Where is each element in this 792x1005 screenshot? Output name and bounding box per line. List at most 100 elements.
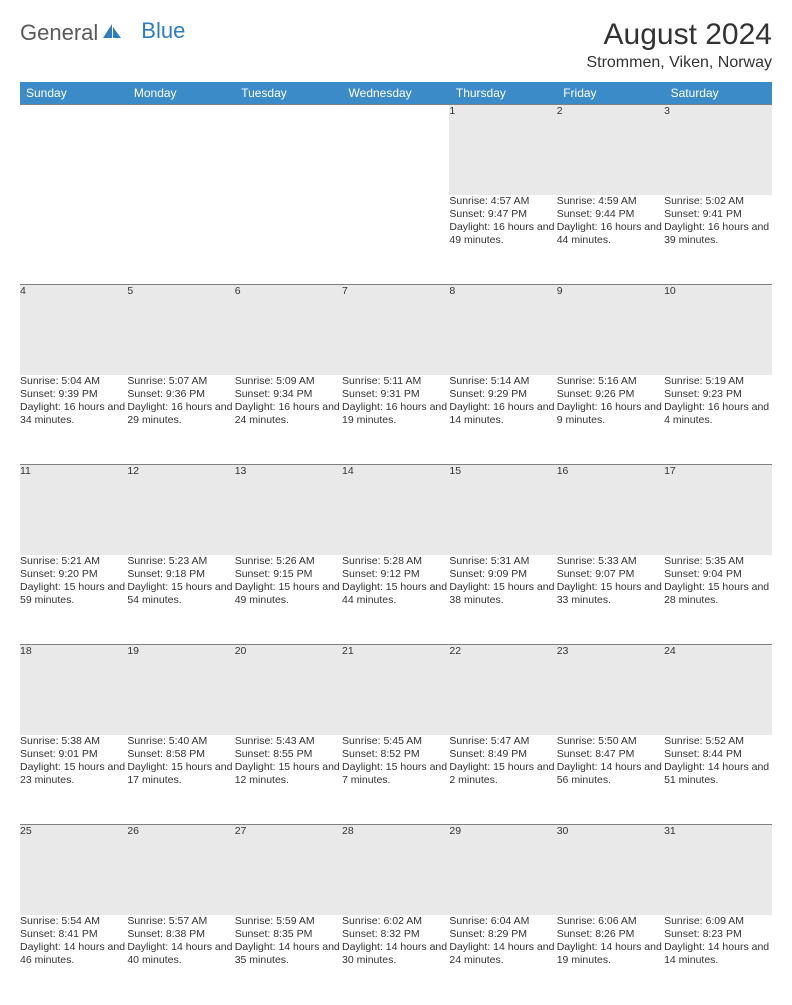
- day-number: 22: [449, 645, 556, 735]
- sunrise-line: Sunrise: 6:02 AM: [342, 915, 449, 928]
- day-number-row: 25262728293031: [20, 825, 772, 915]
- sunset-line: Sunset: 8:47 PM: [557, 748, 664, 761]
- daylight-line: Daylight: 16 hours and 29 minutes.: [127, 401, 234, 427]
- day-number: 26: [127, 825, 234, 915]
- daylight-line: Daylight: 15 hours and 28 minutes.: [664, 581, 771, 607]
- day-number: [20, 105, 127, 195]
- sunset-line: Sunset: 9:47 PM: [449, 208, 556, 221]
- day-cell: Sunrise: 5:54 AMSunset: 8:41 PMDaylight:…: [20, 915, 127, 1005]
- day-cell: Sunrise: 5:33 AMSunset: 9:07 PMDaylight:…: [557, 555, 664, 645]
- sunset-line: Sunset: 9:39 PM: [20, 388, 127, 401]
- day-cell: Sunrise: 5:43 AMSunset: 8:55 PMDaylight:…: [235, 735, 342, 825]
- sunset-line: Sunset: 8:35 PM: [235, 928, 342, 941]
- sunset-line: Sunset: 9:36 PM: [127, 388, 234, 401]
- day-number: 18: [20, 645, 127, 735]
- sunset-line: Sunset: 8:52 PM: [342, 748, 449, 761]
- daylight-line: Daylight: 15 hours and 33 minutes.: [557, 581, 664, 607]
- sunrise-line: Sunrise: 5:09 AM: [235, 375, 342, 388]
- weekday-header-row: SundayMondayTuesdayWednesdayThursdayFrid…: [20, 82, 772, 105]
- sunrise-line: Sunrise: 5:21 AM: [20, 555, 127, 568]
- sunrise-line: Sunrise: 5:28 AM: [342, 555, 449, 568]
- sunset-line: Sunset: 9:31 PM: [342, 388, 449, 401]
- sunrise-line: Sunrise: 4:57 AM: [449, 195, 556, 208]
- day-cell: Sunrise: 5:11 AMSunset: 9:31 PMDaylight:…: [342, 375, 449, 465]
- day-cell: Sunrise: 5:50 AMSunset: 8:47 PMDaylight:…: [557, 735, 664, 825]
- sunrise-line: Sunrise: 5:07 AM: [127, 375, 234, 388]
- day-number: [342, 105, 449, 195]
- sunrise-line: Sunrise: 5:26 AM: [235, 555, 342, 568]
- day-number: 6: [235, 285, 342, 375]
- day-number: 28: [342, 825, 449, 915]
- day-number: [127, 105, 234, 195]
- day-number: 20: [235, 645, 342, 735]
- sunrise-line: Sunrise: 6:04 AM: [449, 915, 556, 928]
- sunrise-line: Sunrise: 5:47 AM: [449, 735, 556, 748]
- sunrise-line: Sunrise: 5:52 AM: [664, 735, 771, 748]
- day-cell: Sunrise: 5:09 AMSunset: 9:34 PMDaylight:…: [235, 375, 342, 465]
- calendar-table: SundayMondayTuesdayWednesdayThursdayFrid…: [20, 82, 772, 1005]
- daylight-line: Daylight: 16 hours and 44 minutes.: [557, 221, 664, 247]
- sunset-line: Sunset: 9:41 PM: [664, 208, 771, 221]
- sunrise-line: Sunrise: 4:59 AM: [557, 195, 664, 208]
- daylight-line: Daylight: 16 hours and 34 minutes.: [20, 401, 127, 427]
- sunset-line: Sunset: 9:15 PM: [235, 568, 342, 581]
- daylight-line: Daylight: 15 hours and 49 minutes.: [235, 581, 342, 607]
- sunset-line: Sunset: 9:12 PM: [342, 568, 449, 581]
- day-number: 30: [557, 825, 664, 915]
- day-cell: Sunrise: 5:14 AMSunset: 9:29 PMDaylight:…: [449, 375, 556, 465]
- day-cell: Sunrise: 5:40 AMSunset: 8:58 PMDaylight:…: [127, 735, 234, 825]
- day-number: 19: [127, 645, 234, 735]
- day-cell: Sunrise: 5:23 AMSunset: 9:18 PMDaylight:…: [127, 555, 234, 645]
- day-number: 9: [557, 285, 664, 375]
- logo: General Blue: [20, 20, 185, 46]
- day-number-row: 18192021222324: [20, 645, 772, 735]
- day-cell: Sunrise: 5:31 AMSunset: 9:09 PMDaylight:…: [449, 555, 556, 645]
- day-cell: Sunrise: 5:28 AMSunset: 9:12 PMDaylight:…: [342, 555, 449, 645]
- day-number: 27: [235, 825, 342, 915]
- day-cell: [235, 195, 342, 285]
- sail-icon: [101, 20, 123, 46]
- sunrise-line: Sunrise: 5:11 AM: [342, 375, 449, 388]
- day-number: 17: [664, 465, 771, 555]
- sunset-line: Sunset: 9:34 PM: [235, 388, 342, 401]
- sunset-line: Sunset: 9:29 PM: [449, 388, 556, 401]
- header: General Blue August 2024 Strommen, Viken…: [20, 18, 772, 72]
- day-cell: Sunrise: 6:09 AMSunset: 8:23 PMDaylight:…: [664, 915, 771, 1005]
- day-number: 11: [20, 465, 127, 555]
- daylight-line: Daylight: 15 hours and 2 minutes.: [449, 761, 556, 787]
- daylight-line: Daylight: 15 hours and 17 minutes.: [127, 761, 234, 787]
- sunrise-line: Sunrise: 5:33 AM: [557, 555, 664, 568]
- day-cell: Sunrise: 5:19 AMSunset: 9:23 PMDaylight:…: [664, 375, 771, 465]
- daylight-line: Daylight: 15 hours and 38 minutes.: [449, 581, 556, 607]
- day-details-row: Sunrise: 4:57 AMSunset: 9:47 PMDaylight:…: [20, 195, 772, 285]
- sunset-line: Sunset: 8:49 PM: [449, 748, 556, 761]
- day-number: 3: [664, 105, 771, 195]
- daylight-line: Daylight: 15 hours and 7 minutes.: [342, 761, 449, 787]
- sunrise-line: Sunrise: 5:35 AM: [664, 555, 771, 568]
- day-cell: Sunrise: 4:59 AMSunset: 9:44 PMDaylight:…: [557, 195, 664, 285]
- day-number-row: 123: [20, 105, 772, 195]
- day-number: 24: [664, 645, 771, 735]
- title-block: August 2024 Strommen, Viken, Norway: [586, 18, 772, 72]
- day-cell: [20, 195, 127, 285]
- sunrise-line: Sunrise: 6:09 AM: [664, 915, 771, 928]
- sunrise-line: Sunrise: 5:02 AM: [664, 195, 771, 208]
- daylight-line: Daylight: 14 hours and 56 minutes.: [557, 761, 664, 787]
- sunset-line: Sunset: 9:44 PM: [557, 208, 664, 221]
- day-number: 8: [449, 285, 556, 375]
- day-number-row: 11121314151617: [20, 465, 772, 555]
- sunrise-line: Sunrise: 5:19 AM: [664, 375, 771, 388]
- day-cell: Sunrise: 5:38 AMSunset: 9:01 PMDaylight:…: [20, 735, 127, 825]
- day-details-row: Sunrise: 5:38 AMSunset: 9:01 PMDaylight:…: [20, 735, 772, 825]
- day-cell: Sunrise: 5:21 AMSunset: 9:20 PMDaylight:…: [20, 555, 127, 645]
- day-number: 2: [557, 105, 664, 195]
- sunset-line: Sunset: 9:07 PM: [557, 568, 664, 581]
- day-details-row: Sunrise: 5:21 AMSunset: 9:20 PMDaylight:…: [20, 555, 772, 645]
- daylight-line: Daylight: 14 hours and 46 minutes.: [20, 941, 127, 967]
- day-cell: Sunrise: 5:47 AMSunset: 8:49 PMDaylight:…: [449, 735, 556, 825]
- sunrise-line: Sunrise: 5:38 AM: [20, 735, 127, 748]
- daylight-line: Daylight: 16 hours and 14 minutes.: [449, 401, 556, 427]
- sunset-line: Sunset: 9:01 PM: [20, 748, 127, 761]
- sunrise-line: Sunrise: 5:23 AM: [127, 555, 234, 568]
- location: Strommen, Viken, Norway: [586, 54, 772, 72]
